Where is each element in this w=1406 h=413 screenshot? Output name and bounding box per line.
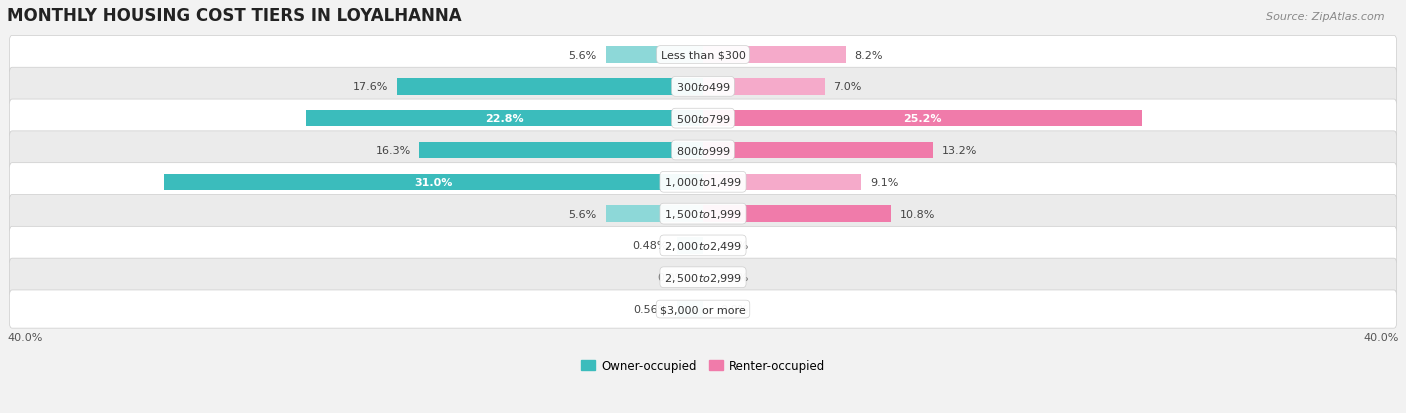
Bar (396, 79, 703, 95)
Text: 7.0%: 7.0% (834, 82, 862, 92)
Bar (703, 79, 825, 95)
Text: 25.2%: 25.2% (903, 114, 942, 124)
Text: 22.8%: 22.8% (485, 114, 524, 124)
Bar (163, 174, 703, 190)
FancyBboxPatch shape (10, 290, 1396, 328)
Text: $1,000 to $1,499: $1,000 to $1,499 (664, 176, 742, 189)
FancyBboxPatch shape (10, 163, 1396, 202)
FancyBboxPatch shape (10, 36, 1396, 74)
FancyBboxPatch shape (10, 68, 1396, 106)
Text: 5.6%: 5.6% (568, 209, 598, 219)
Bar (703, 142, 932, 159)
Text: Source: ZipAtlas.com: Source: ZipAtlas.com (1267, 12, 1385, 22)
Text: 0.0%: 0.0% (720, 273, 748, 282)
Text: 0.0%: 0.0% (720, 241, 748, 251)
Text: 17.6%: 17.6% (353, 82, 388, 92)
Text: 0.48%: 0.48% (633, 241, 668, 251)
Text: 0.0%: 0.0% (720, 304, 748, 314)
Bar (606, 206, 703, 222)
Text: 40.0%: 40.0% (7, 332, 42, 342)
Text: $3,000 or more: $3,000 or more (661, 304, 745, 314)
Text: 0.56%: 0.56% (633, 304, 668, 314)
Text: $1,500 to $1,999: $1,500 to $1,999 (664, 208, 742, 221)
Text: 5.6%: 5.6% (568, 50, 598, 60)
FancyBboxPatch shape (10, 227, 1396, 265)
FancyBboxPatch shape (10, 259, 1396, 297)
Text: 10.8%: 10.8% (900, 209, 935, 219)
Bar (676, 301, 703, 318)
Text: 8.2%: 8.2% (855, 50, 883, 60)
Bar (307, 111, 703, 127)
Bar (703, 174, 862, 190)
Text: $2,500 to $2,999: $2,500 to $2,999 (664, 271, 742, 284)
Legend: Owner-occupied, Renter-occupied: Owner-occupied, Renter-occupied (576, 355, 830, 377)
Bar (703, 206, 891, 222)
Text: 16.3%: 16.3% (375, 146, 411, 156)
Bar (419, 142, 703, 159)
Text: 9.1%: 9.1% (870, 177, 898, 188)
FancyBboxPatch shape (10, 132, 1396, 170)
Bar (703, 47, 845, 64)
FancyBboxPatch shape (10, 195, 1396, 233)
Text: 31.0%: 31.0% (415, 177, 453, 188)
Text: $300 to $499: $300 to $499 (675, 81, 731, 93)
Text: $2,000 to $2,499: $2,000 to $2,499 (664, 240, 742, 252)
Text: MONTHLY HOUSING COST TIERS IN LOYALHANNA: MONTHLY HOUSING COST TIERS IN LOYALHANNA (7, 7, 461, 25)
Bar (606, 47, 703, 64)
Text: 40.0%: 40.0% (1364, 332, 1399, 342)
Text: Less than $300: Less than $300 (661, 50, 745, 60)
Bar (676, 237, 703, 254)
Text: 0.0%: 0.0% (658, 273, 686, 282)
Text: $800 to $999: $800 to $999 (675, 145, 731, 157)
FancyBboxPatch shape (10, 100, 1396, 138)
Text: $500 to $799: $500 to $799 (675, 113, 731, 125)
Bar (703, 111, 1142, 127)
Text: 13.2%: 13.2% (942, 146, 977, 156)
